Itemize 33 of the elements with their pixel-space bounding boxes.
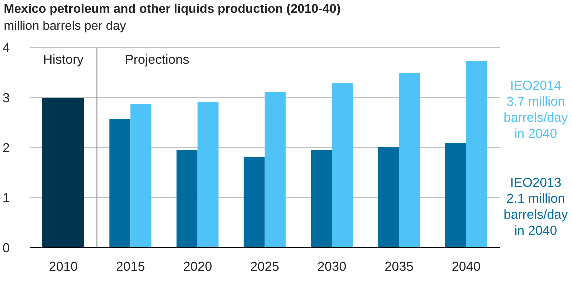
x-tick-label: 2040 <box>452 259 481 274</box>
bar <box>176 150 198 248</box>
bar <box>378 147 400 248</box>
y-tick-label: 1 <box>2 190 10 206</box>
annotation: Projections <box>125 52 190 67</box>
x-tick-label: 2025 <box>250 259 280 274</box>
chart-title: Mexico petroleum and other liquids production (2010-40) <box>4 2 341 16</box>
text: 2.1 million barrels/day in 2040 <box>502 191 570 239</box>
series-label: IEO2014 <box>509 78 563 94</box>
bar <box>466 61 488 248</box>
x-tick-label: 2020 <box>183 259 212 274</box>
text: 3.7 million barrels/day in 2040 <box>502 94 570 142</box>
bar <box>399 74 420 248</box>
chart-subtitle: million barrels per day <box>4 19 126 33</box>
bar <box>198 102 219 248</box>
y-tick-label: 3 <box>2 90 10 106</box>
bar <box>264 92 286 248</box>
y-tick-label: 0 <box>2 240 10 256</box>
x-tick-label: 2035 <box>384 259 414 274</box>
x-tick-label: 2015 <box>116 259 146 274</box>
y-tick-label: 2 <box>2 140 10 156</box>
bar <box>332 84 354 248</box>
bar <box>42 98 84 248</box>
x-tick-label: 2030 <box>318 259 347 274</box>
text: IEO2013 <box>509 175 563 191</box>
bar <box>244 157 265 248</box>
bar <box>130 104 152 248</box>
annotation: History <box>42 52 85 67</box>
bar <box>110 120 131 248</box>
y-tick-label: 4 <box>2 40 10 56</box>
x-tick-label: 2010 <box>49 259 78 274</box>
bar <box>311 150 332 248</box>
bar <box>445 143 466 248</box>
